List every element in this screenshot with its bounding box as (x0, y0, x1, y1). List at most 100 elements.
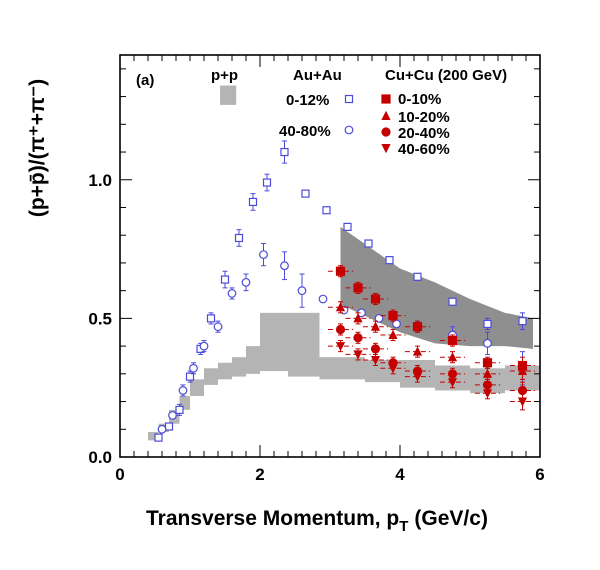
pp-band-segment (232, 357, 246, 377)
legend-marker-cucu-0-10 (381, 94, 391, 104)
data-point (199, 341, 209, 351)
data-point (483, 338, 492, 348)
data-point (175, 405, 184, 414)
pp-band-segment (179, 396, 190, 410)
legend-auau-0-12: 0-12% (286, 92, 329, 109)
legend-pp-header: p+p (211, 67, 238, 84)
x-axis-label: Transverse Momentum, pT (GeV/c) (146, 507, 488, 535)
data-point (234, 233, 244, 243)
data-point (447, 351, 458, 362)
data-point (220, 275, 230, 284)
pp-band-segment (288, 312, 320, 377)
data-point (335, 324, 346, 335)
data-point (301, 189, 310, 198)
y-tick-label: 0.0 (88, 448, 112, 467)
data-point (280, 261, 289, 271)
legend-marker-cucu-20-40 (381, 127, 391, 137)
data-point (370, 355, 381, 366)
data-point (164, 422, 174, 431)
series-0-12% (154, 140, 527, 442)
data-markers (154, 94, 536, 442)
data-point (482, 389, 493, 399)
data-point (353, 313, 363, 323)
data-point (388, 364, 398, 374)
series-20-40% (327, 323, 536, 400)
x-axis-label-subscript: T (399, 518, 408, 535)
y-tick-label: 1.0 (88, 171, 112, 190)
data-point (353, 350, 363, 360)
legend-cucu-0-10: 0-10% (398, 91, 441, 108)
legend-auau-header: Au+Au (293, 67, 342, 84)
data-point (388, 311, 398, 321)
data-point (447, 378, 458, 388)
data-point (374, 313, 384, 323)
series-40-60% (327, 340, 536, 411)
data-point (483, 319, 492, 329)
legend-cucu-header: Cu+Cu (200 GeV) (385, 67, 507, 84)
data-point (227, 289, 237, 298)
data-point (168, 411, 177, 420)
series-10-20% (327, 301, 536, 380)
pp-band-segment (190, 379, 204, 397)
data-point (482, 368, 493, 378)
x-axis-label-main: Transverse Momentum, p (146, 507, 399, 530)
data-point (388, 329, 398, 340)
pp-band-segment (319, 357, 365, 380)
data-point (178, 386, 188, 395)
series-40-80% (157, 243, 527, 434)
data-point (370, 294, 381, 304)
data-point (385, 256, 394, 265)
data-point (297, 286, 307, 296)
data-point (322, 206, 331, 215)
data-point (518, 317, 527, 326)
data-point (353, 283, 363, 293)
pp-band-segment (148, 432, 159, 441)
data-point (318, 294, 328, 304)
x-tick-label: 0 (115, 465, 124, 484)
data-point (370, 344, 381, 354)
data-point (517, 365, 528, 376)
pp-band-segment (260, 312, 288, 372)
data-point (259, 250, 268, 260)
data-point (370, 321, 381, 331)
data-point (157, 424, 167, 434)
x-axis-label-units: (GeV/c) (414, 507, 488, 530)
panel-label: (a) (136, 72, 154, 89)
series-0-10% (327, 265, 536, 375)
data-point (413, 272, 422, 281)
pp-band-segment (218, 362, 232, 380)
data-point (412, 372, 423, 382)
data-point (206, 314, 216, 323)
data-point (262, 178, 272, 187)
data-point (517, 397, 528, 407)
data-point (213, 322, 223, 332)
y-tick-label: 0.5 (88, 309, 112, 328)
data-point (189, 363, 198, 373)
data-point (412, 346, 423, 356)
data-point (482, 358, 493, 368)
data-point (335, 302, 346, 312)
legend-marker-cucu-10-20 (381, 110, 391, 120)
legend-marker-cucu-40-60 (381, 144, 391, 154)
data-point (335, 342, 346, 352)
legend-cucu-10-20: 10-20% (398, 109, 450, 126)
legend-cucu-40-60: 40-60% (398, 141, 450, 158)
legend-auau-40-80: 40-80% (279, 123, 331, 140)
data-point (412, 322, 423, 332)
data-point (343, 222, 352, 231)
data-point (364, 239, 373, 248)
data-point (241, 277, 251, 287)
data-point (448, 297, 457, 306)
pp-band-segment (204, 368, 218, 385)
data-point (353, 333, 363, 343)
x-tick-label: 4 (395, 465, 405, 484)
x-tick-label: 6 (535, 465, 544, 484)
legend-cucu-20-40: 20-40% (398, 125, 450, 142)
pp-band-segment (246, 346, 260, 374)
systematic-bands (148, 85, 540, 441)
data-point (280, 147, 289, 157)
legend-pp-box (220, 85, 237, 105)
data-point (185, 372, 195, 381)
data-point (154, 433, 163, 442)
